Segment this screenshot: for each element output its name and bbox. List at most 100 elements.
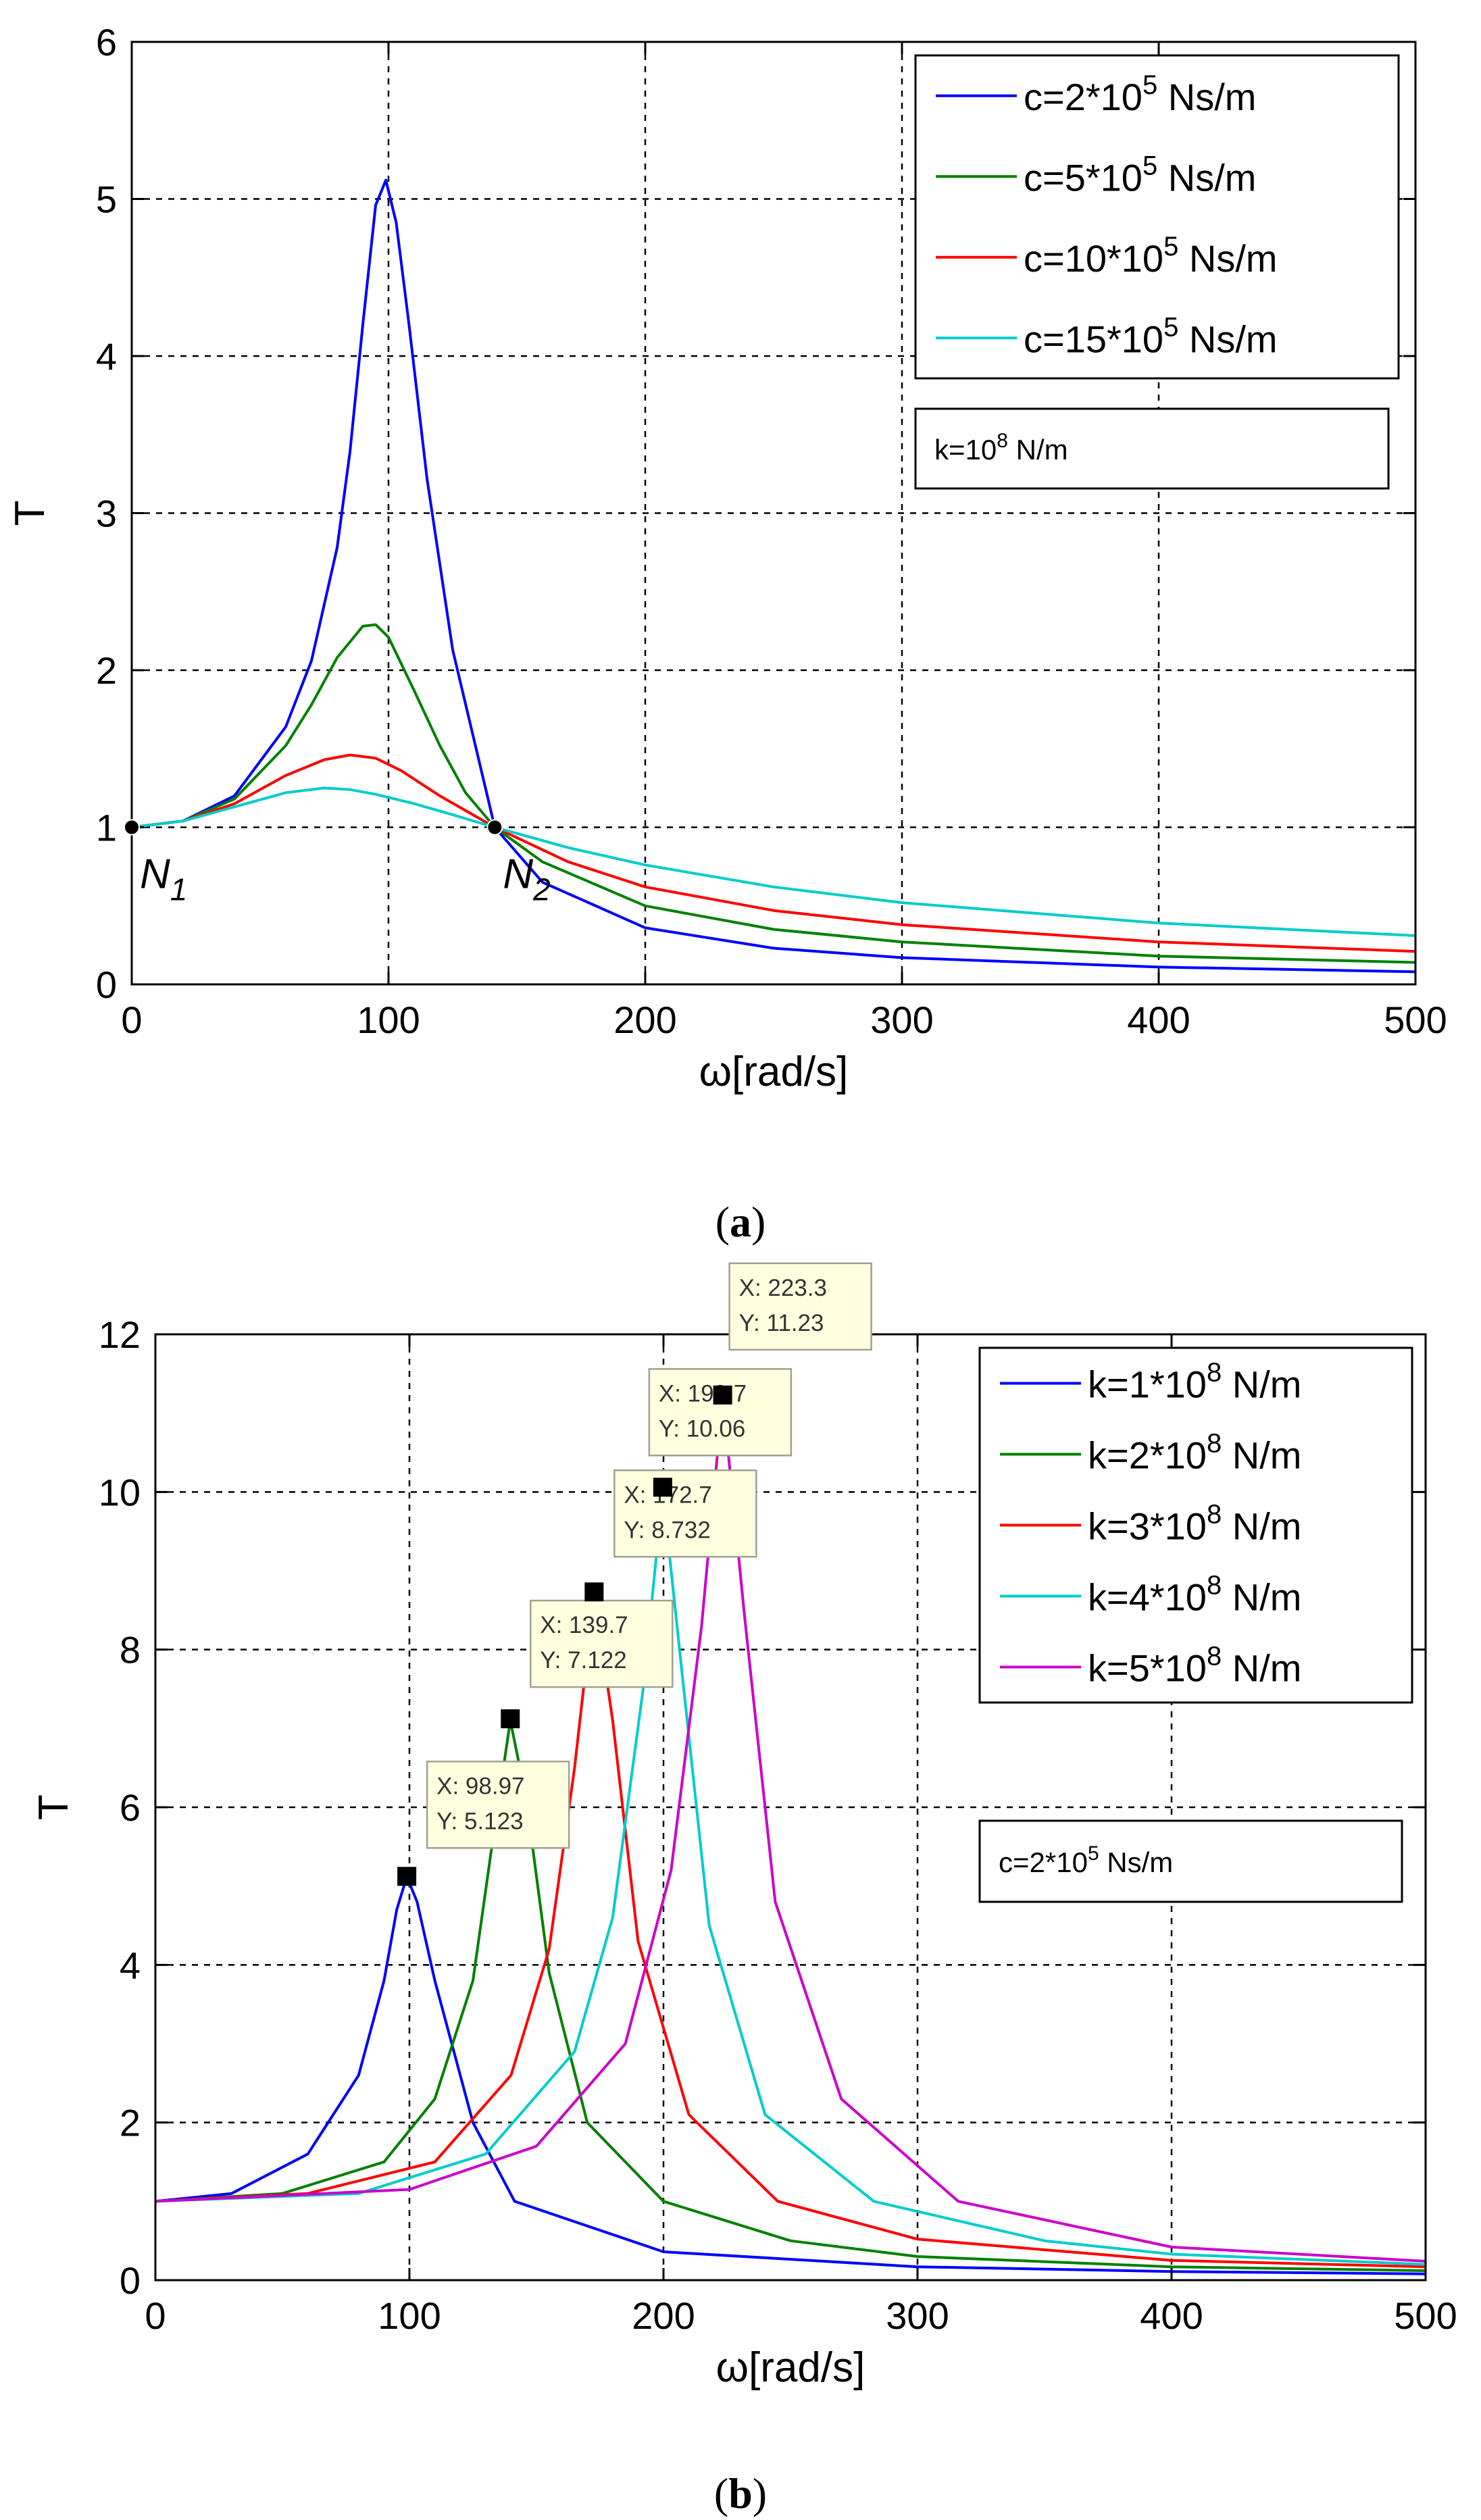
legend-entry-exponent: 8 <box>1207 1642 1222 1671</box>
caption-b: (b) <box>714 2469 767 2517</box>
legend-entry-unit: N/m <box>1222 1576 1301 1619</box>
chart-a: 0 100 200 300 400 500 0 1 2 3 4 5 6 ω[rad/s] Tc=2*105 … <box>7 21 1447 1095</box>
legend-entry-text: c=10*10 <box>1024 237 1163 280</box>
datatip-x-text: X: 98.97 <box>436 1773 524 1799</box>
legend-entry-2: k=2*108 N/m <box>1088 1429 1301 1477</box>
datatip-y-text: Y: 5.123 <box>436 1808 523 1834</box>
legend-entry-exponent: 5 <box>1163 232 1178 261</box>
datatip-y-text: Y: 11.23 <box>739 1310 824 1336</box>
legend-entry-exponent: 5 <box>1143 151 1157 180</box>
x-tick-label: 100 <box>357 999 420 1041</box>
series-line-3 <box>131 753 1416 953</box>
y-tick-label: 3 <box>96 493 117 535</box>
series-line-2 <box>131 623 1416 964</box>
x-tick-label: 200 <box>613 999 676 1041</box>
point-label-1: N1 <box>140 851 187 907</box>
legend-entry-text: k=5*10 <box>1088 1647 1207 1690</box>
point-label-2: N2 <box>503 851 550 907</box>
x-axis-label: ω[rad/s] <box>716 2344 865 2391</box>
legend-entry-exponent: 5 <box>1163 312 1178 342</box>
x-tick-label: 300 <box>870 999 933 1041</box>
legend-entry-text: c=2*10 <box>1024 76 1143 118</box>
annotation-text-unit: N/m <box>1008 434 1068 465</box>
y-tick-label: 5 <box>96 178 117 221</box>
annotation-text: c=2*105 Ns/m <box>999 1842 1173 1878</box>
point-label-subscript: 2 <box>532 872 551 907</box>
y-tick-label: 10 <box>99 1471 141 1513</box>
marker-point-1 <box>124 819 140 836</box>
point-label-text: N <box>140 851 170 898</box>
caption-a-label: a <box>730 1198 751 1246</box>
series-line-1 <box>131 178 1416 974</box>
y-tick-label: 6 <box>96 21 117 64</box>
datatip-box <box>530 1599 674 1688</box>
legend-entry-2: c=5*105 Ns/m <box>1024 151 1256 199</box>
x-tick-label: 500 <box>1384 999 1447 1041</box>
annotation-text-exponent: 5 <box>1088 1842 1099 1865</box>
legend-entry-exponent: 8 <box>1207 1429 1222 1459</box>
y-axis-label: T <box>30 1794 77 1820</box>
datatip-x-text: X: 199.7 <box>659 1380 747 1407</box>
y-tick-label: 12 <box>99 1313 141 1356</box>
legend-entry-exponent: 5 <box>1143 70 1157 100</box>
datatip-marker <box>713 1385 732 1405</box>
datatip-box <box>426 1761 570 1849</box>
legend-entry-text: c=15*10 <box>1024 318 1163 360</box>
y-tick-label: 0 <box>96 963 117 1006</box>
marker-point-2 <box>486 819 503 836</box>
x-tick-label: 0 <box>121 999 142 1041</box>
legend-entry-4: c=15*105 Ns/m <box>1024 312 1278 360</box>
y-tick-label: 8 <box>120 1629 141 1671</box>
datatip-y-text: Y: 10.06 <box>659 1415 745 1442</box>
datatip-marker <box>653 1478 672 1497</box>
datatip-x-text: X: 223.3 <box>739 1275 827 1301</box>
datatip-box <box>613 1469 757 1558</box>
legend-entry-text: k=3*10 <box>1088 1505 1207 1548</box>
series-line-4 <box>155 1490 1426 2266</box>
datatip-box <box>648 1368 793 1457</box>
legend-entry-text: k=1*10 <box>1088 1363 1207 1406</box>
legend-entry-5: k=5*108 N/m <box>1088 1642 1301 1690</box>
annotation-text-unit: Ns/m <box>1099 1846 1174 1878</box>
y-tick-label: 0 <box>120 2259 141 2302</box>
x-tick-label: 200 <box>632 2294 695 2337</box>
legend-entry-4: k=4*108 N/m <box>1088 1571 1301 1619</box>
chart-b: 0 100 200 300 400 500 0 2 4 6 8 10 12 ω[rad/s] Tk=1*10… <box>30 1262 1457 2391</box>
legend-entry-unit: N/m <box>1222 1363 1301 1406</box>
x-axis-label: ω[rad/s] <box>699 1049 849 1095</box>
legend-box <box>914 54 1400 380</box>
legend-entry-unit: Ns/m <box>1157 76 1256 118</box>
x-tick-label: 500 <box>1394 2294 1457 2337</box>
x-tick-label: 400 <box>1140 2294 1203 2337</box>
annotation-text-base: k=10 <box>934 434 997 465</box>
annotation-text-exponent: 8 <box>997 430 1008 452</box>
legend-entry-text: k=4*10 <box>1088 1576 1207 1619</box>
annotation-box <box>978 1819 1403 1903</box>
legend-entry-3: k=3*108 N/m <box>1088 1500 1301 1548</box>
annotation-text: k=108 N/m <box>934 430 1068 465</box>
y-tick-label: 4 <box>96 335 117 378</box>
legend-entry-text: c=5*10 <box>1024 156 1143 199</box>
datatip-box <box>728 1262 872 1351</box>
datatip-x-text: X: 139.7 <box>540 1612 628 1638</box>
legend-entry-unit: N/m <box>1222 1647 1301 1690</box>
legend-entry-unit: Ns/m <box>1178 318 1277 360</box>
x-tick-label: 0 <box>145 2294 166 2337</box>
caption-b-label: b <box>728 2469 753 2517</box>
y-tick-label: 2 <box>96 649 117 692</box>
datatip-marker <box>501 1709 520 1729</box>
datatip-marker <box>397 1867 417 1886</box>
x-tick-label: 100 <box>378 2294 441 2337</box>
legend-entry-unit: N/m <box>1222 1434 1301 1477</box>
legend-entry-3: c=10*105 Ns/m <box>1024 232 1278 280</box>
datatip-marker <box>584 1582 604 1602</box>
point-label-subscript: 1 <box>170 872 188 907</box>
y-tick-label: 4 <box>120 1944 141 1986</box>
series-line-1 <box>155 1875 1426 2275</box>
annotation-box <box>914 407 1390 490</box>
legend-entry-exponent: 8 <box>1207 1571 1222 1601</box>
legend-entry-unit: Ns/m <box>1157 156 1256 199</box>
legend-entry-unit: N/m <box>1222 1505 1301 1548</box>
legend-entry-exponent: 8 <box>1207 1500 1222 1530</box>
